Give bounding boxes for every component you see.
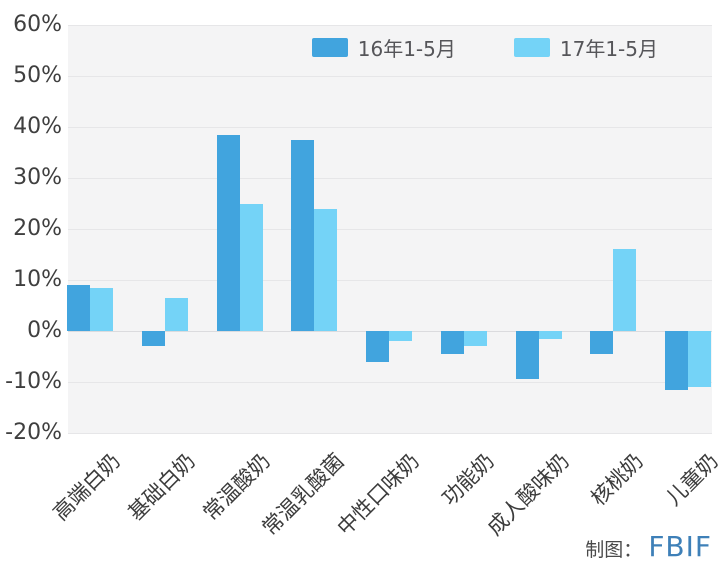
bar-series0-1 bbox=[141, 331, 165, 347]
bar-series1-1 bbox=[164, 297, 188, 331]
bar-series0-0 bbox=[67, 285, 90, 331]
x-axis-label: 基础白奶 bbox=[123, 448, 200, 526]
legend: 16年1-5月 17年1-5月 bbox=[311, 33, 658, 62]
gridline bbox=[68, 76, 712, 77]
bar-series0-4 bbox=[366, 331, 389, 362]
y-axis-tick-label: 40% bbox=[13, 114, 62, 139]
legend-item-2016: 16年1-5月 bbox=[311, 33, 456, 62]
y-axis-tick-label: 60% bbox=[13, 12, 62, 37]
bar-series1-7 bbox=[613, 249, 637, 331]
legend-label-2017: 17年1-5月 bbox=[559, 37, 658, 61]
bar-series1-6 bbox=[538, 331, 562, 339]
legend-label-2016: 16年1-5月 bbox=[357, 37, 456, 61]
gridline bbox=[68, 229, 712, 230]
y-axis-tick-label: 0% bbox=[27, 318, 62, 343]
bar-series1-2 bbox=[239, 203, 263, 331]
bar-series1-0 bbox=[90, 287, 113, 331]
x-axis-label: 核桃奶 bbox=[586, 448, 649, 511]
gridline bbox=[68, 127, 712, 128]
y-axis-tick-label: 30% bbox=[13, 165, 62, 190]
legend-swatch-2016 bbox=[311, 38, 348, 57]
bar-series1-4 bbox=[389, 331, 412, 342]
y-axis-tick-label: 50% bbox=[13, 63, 62, 88]
bar-series1-5 bbox=[463, 331, 487, 347]
bar-series0-2 bbox=[216, 134, 240, 331]
bar-series1-3 bbox=[314, 208, 338, 331]
bar-series1-8 bbox=[688, 331, 711, 388]
gridline bbox=[68, 433, 712, 434]
bar-series0-5 bbox=[440, 331, 464, 354]
legend-swatch-2017 bbox=[513, 38, 550, 57]
gridline bbox=[68, 178, 712, 179]
gridline bbox=[68, 382, 712, 383]
bar-series0-6 bbox=[515, 331, 539, 380]
credit: 制图： FBIF bbox=[585, 530, 712, 563]
x-axis-label: 功能奶 bbox=[437, 448, 499, 511]
bar-series0-8 bbox=[665, 331, 688, 390]
y-axis-tick-label: 10% bbox=[13, 267, 62, 292]
x-axis-label: 儿童奶 bbox=[661, 448, 720, 511]
bar-series0-3 bbox=[291, 139, 315, 331]
gridline bbox=[68, 25, 712, 26]
y-axis-tick-label: 20% bbox=[13, 216, 62, 241]
gridline bbox=[68, 280, 712, 281]
x-axis-label: 高端白奶 bbox=[48, 448, 125, 526]
credit-brand-fbif: FBIF bbox=[648, 530, 712, 563]
credit-label: 制图： bbox=[585, 539, 643, 561]
y-axis-tick-label: -10% bbox=[5, 369, 62, 394]
y-axis-tick-label: -20% bbox=[5, 420, 62, 445]
legend-item-2017: 17年1-5月 bbox=[513, 33, 658, 62]
bar-series0-7 bbox=[590, 331, 614, 354]
